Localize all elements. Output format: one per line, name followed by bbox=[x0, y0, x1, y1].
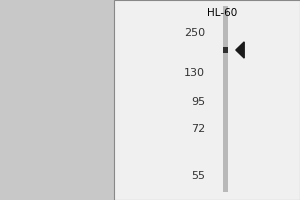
Polygon shape bbox=[236, 42, 244, 58]
Text: 55: 55 bbox=[191, 171, 205, 181]
Text: HL-60: HL-60 bbox=[207, 8, 237, 18]
Text: 250: 250 bbox=[184, 28, 205, 38]
Bar bbox=[223, 6, 228, 192]
Bar bbox=[223, 47, 228, 53]
Text: 72: 72 bbox=[191, 124, 205, 134]
Text: 130: 130 bbox=[184, 68, 205, 78]
Text: 95: 95 bbox=[191, 97, 205, 107]
Bar bbox=[114, 0, 300, 200]
